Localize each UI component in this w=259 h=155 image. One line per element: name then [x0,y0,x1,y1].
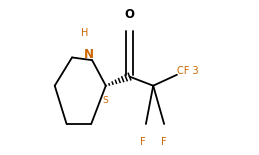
Text: F: F [140,137,146,147]
Text: N: N [84,48,94,61]
Text: F: F [161,137,167,147]
Text: CF 3: CF 3 [177,66,199,76]
Text: S: S [103,96,108,105]
Text: H: H [81,28,89,38]
Text: O: O [125,8,134,21]
